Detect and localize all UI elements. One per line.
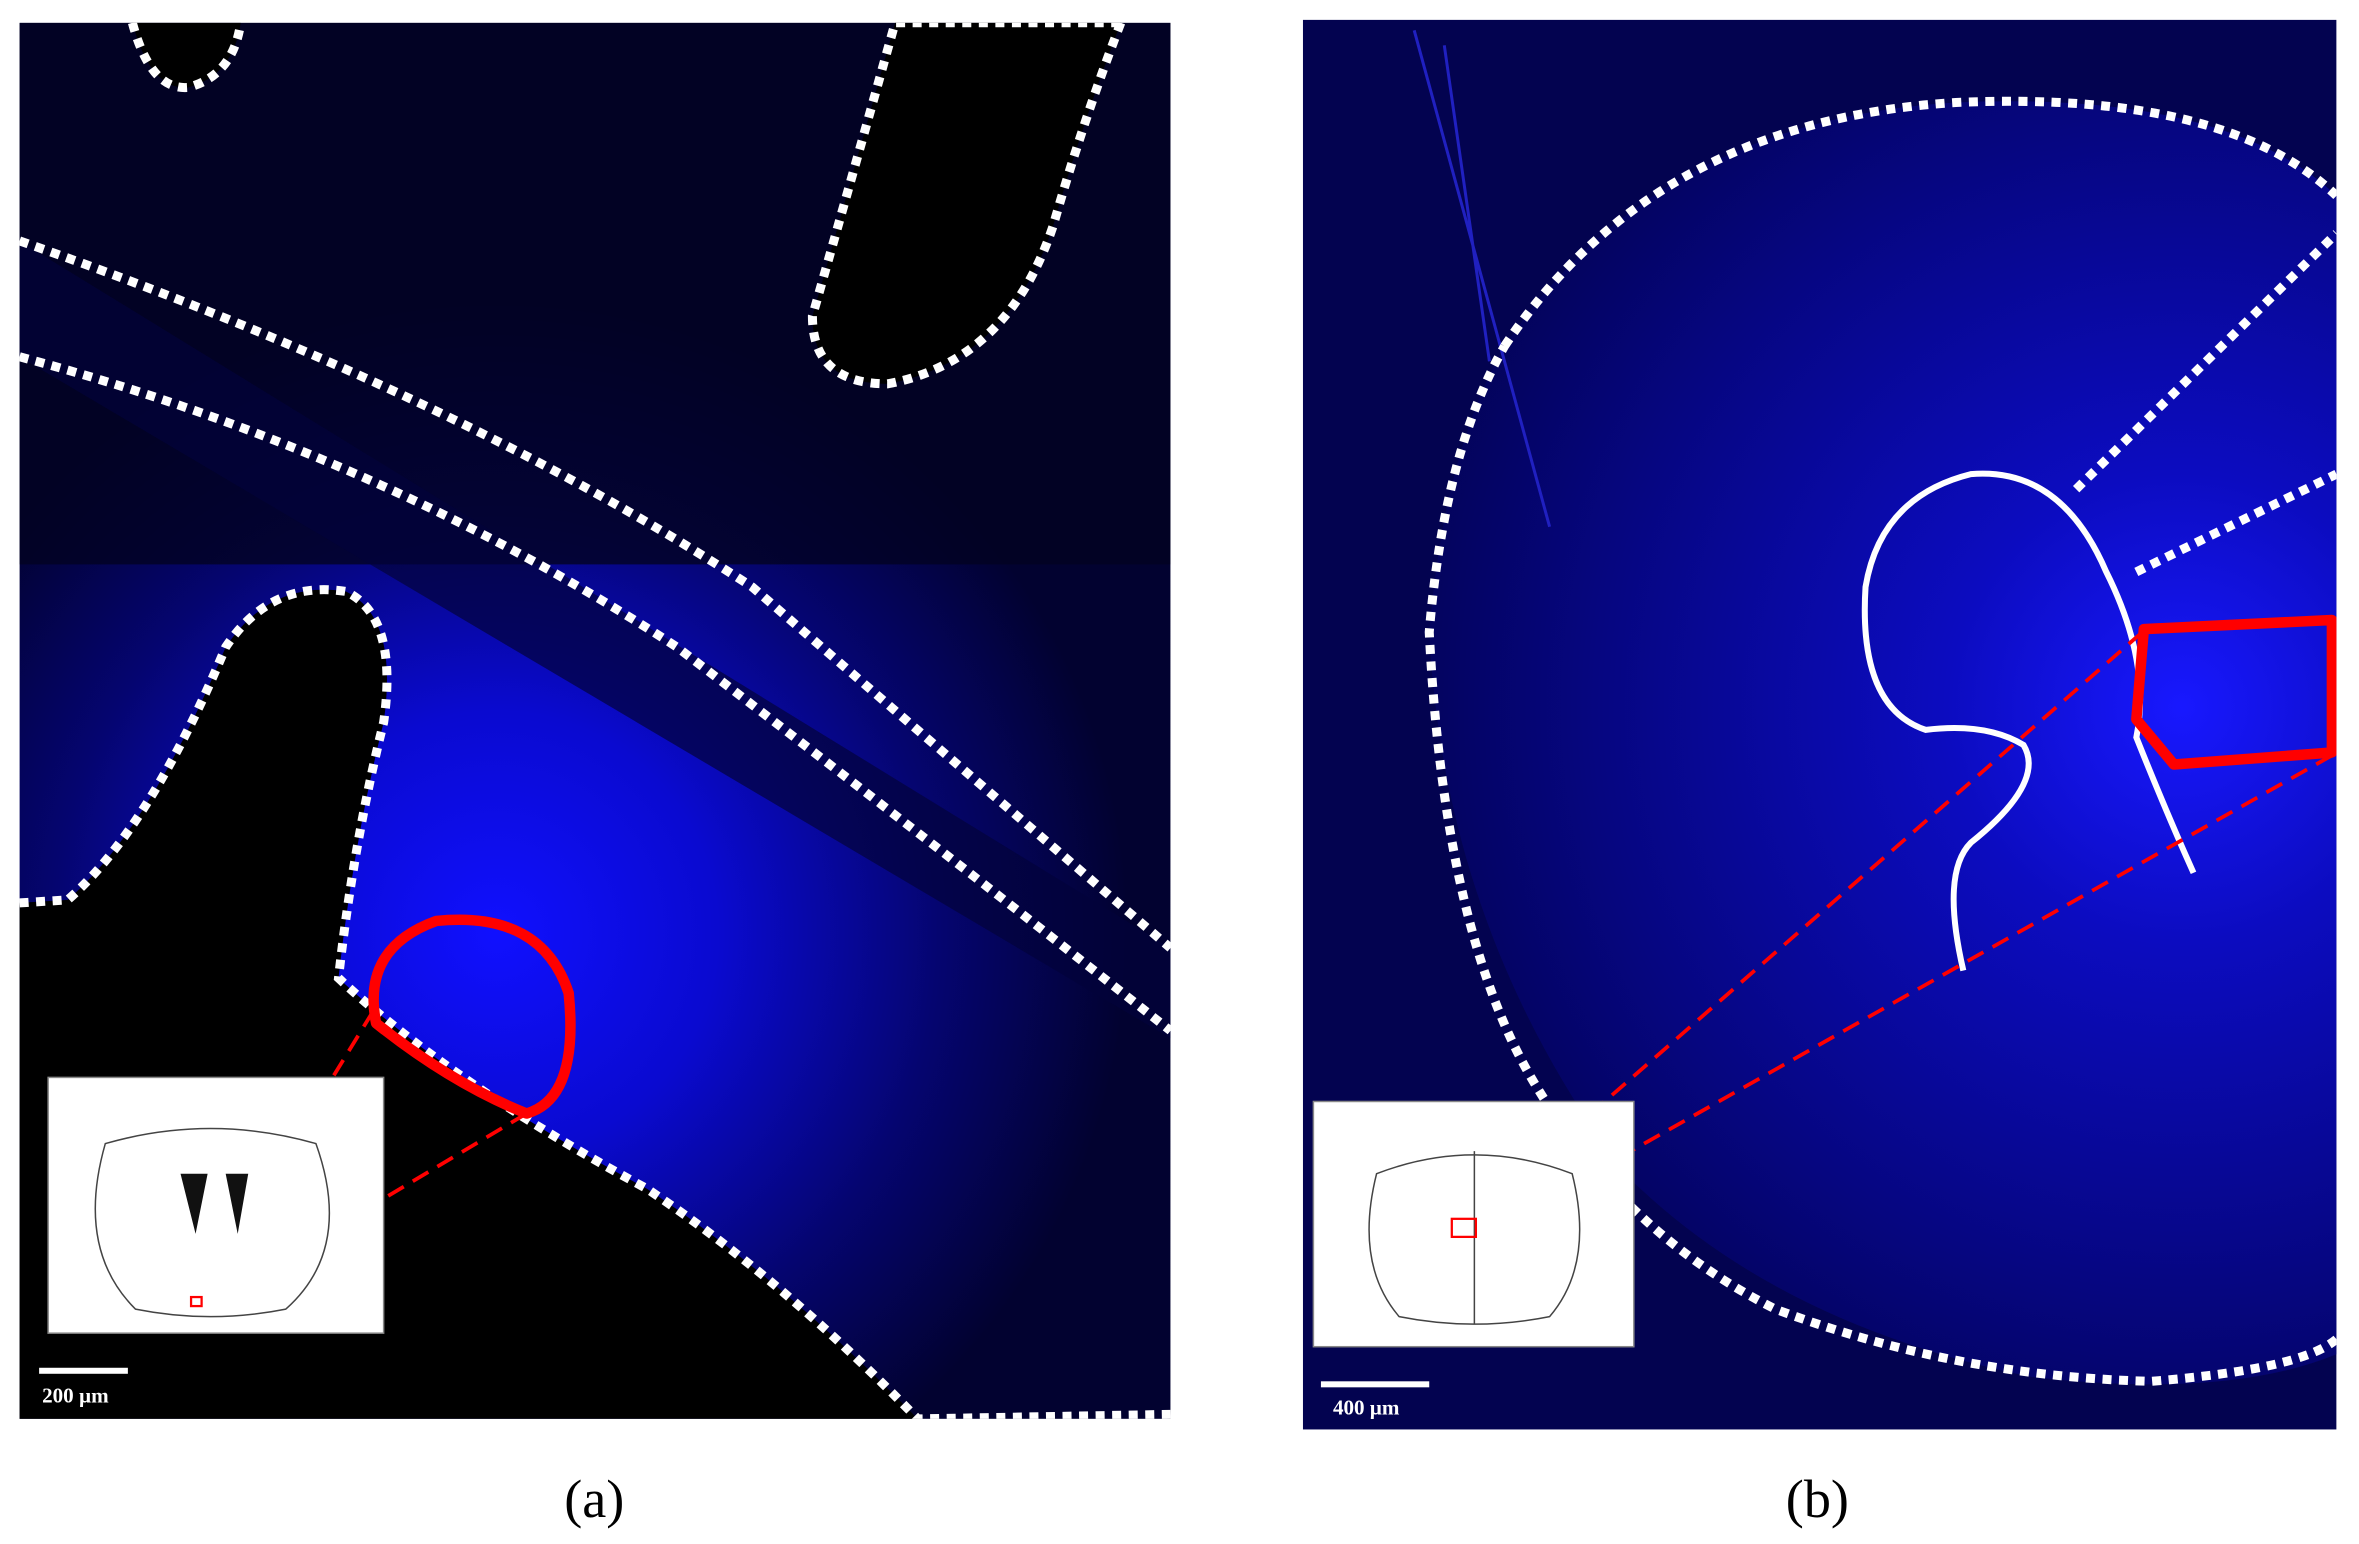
atlas-inset-b: [1312, 1100, 1635, 1348]
scale-label-a: 200 µm: [42, 1383, 109, 1407]
panel-a-image: 200 µm: [19, 22, 1171, 1419]
scale-bar-b: [1320, 1381, 1430, 1388]
panel-label-a: (a): [564, 1469, 624, 1529]
panel-b-image: 400 µm: [1302, 19, 2337, 1430]
atlas-inset-a: [47, 1076, 385, 1334]
scale-bar-a: [39, 1367, 128, 1374]
scale-label-b: 400 µm: [1333, 1395, 1400, 1419]
panel-label-b: (b): [1786, 1469, 1849, 1529]
